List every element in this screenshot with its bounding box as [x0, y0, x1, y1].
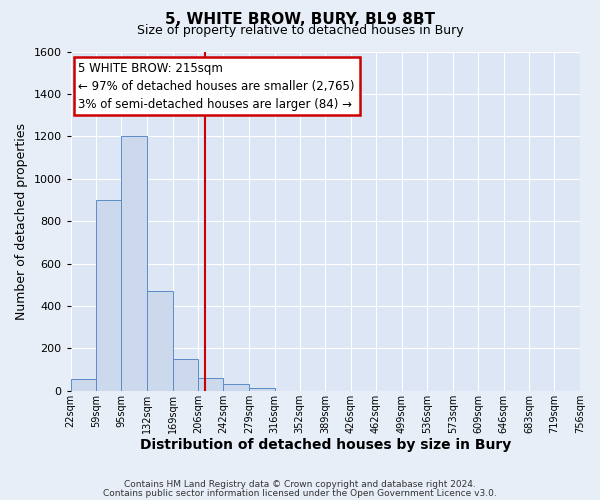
Bar [249, 388, 275, 391]
Text: Contains HM Land Registry data © Crown copyright and database right 2024.: Contains HM Land Registry data © Crown c… [124, 480, 476, 489]
Y-axis label: Number of detached properties: Number of detached properties [15, 122, 28, 320]
Bar [71, 379, 97, 391]
Bar [97, 200, 121, 391]
Bar [147, 291, 173, 391]
Bar [121, 136, 147, 391]
Text: 5, WHITE BROW, BURY, BL9 8BT: 5, WHITE BROW, BURY, BL9 8BT [165, 12, 435, 28]
Text: Contains public sector information licensed under the Open Government Licence v3: Contains public sector information licen… [103, 488, 497, 498]
Bar [173, 359, 199, 391]
Text: 5 WHITE BROW: 215sqm
← 97% of detached houses are smaller (2,765)
3% of semi-det: 5 WHITE BROW: 215sqm ← 97% of detached h… [79, 62, 355, 110]
Text: Size of property relative to detached houses in Bury: Size of property relative to detached ho… [137, 24, 463, 37]
X-axis label: Distribution of detached houses by size in Bury: Distribution of detached houses by size … [140, 438, 511, 452]
Bar [199, 378, 223, 391]
Bar [223, 384, 249, 391]
